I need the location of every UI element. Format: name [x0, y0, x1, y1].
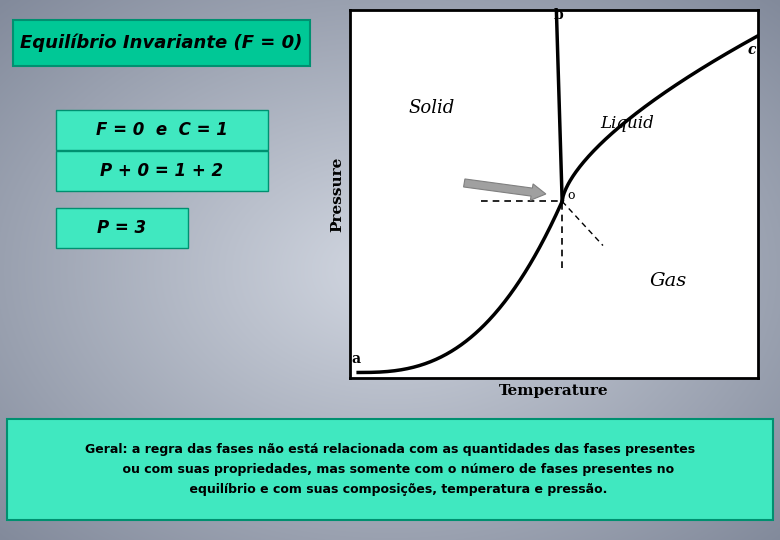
X-axis label: Temperature: Temperature: [499, 383, 609, 397]
Text: Solid: Solid: [409, 99, 455, 117]
Text: Equilíbrio Invariante (F = 0): Equilíbrio Invariante (F = 0): [20, 33, 303, 52]
Text: P = 3: P = 3: [98, 219, 147, 237]
FancyArrow shape: [463, 179, 546, 200]
Text: c: c: [748, 43, 756, 57]
FancyBboxPatch shape: [56, 151, 268, 191]
Y-axis label: Pressure: Pressure: [331, 156, 345, 232]
FancyBboxPatch shape: [13, 20, 310, 66]
Text: o: o: [567, 190, 575, 202]
Text: Geral: a regra das fases não está relacionada com as quantidades das fases prese: Geral: a regra das fases não está relaci…: [85, 443, 695, 496]
Text: Liquid: Liquid: [601, 115, 654, 132]
FancyBboxPatch shape: [56, 110, 268, 150]
Text: Gas: Gas: [650, 272, 687, 290]
FancyBboxPatch shape: [56, 208, 188, 248]
Text: b: b: [553, 8, 563, 22]
Text: a: a: [352, 352, 360, 366]
Text: F = 0  e  C = 1: F = 0 e C = 1: [96, 121, 228, 139]
Text: P + 0 = 1 + 2: P + 0 = 1 + 2: [101, 162, 224, 180]
FancyBboxPatch shape: [7, 419, 773, 520]
